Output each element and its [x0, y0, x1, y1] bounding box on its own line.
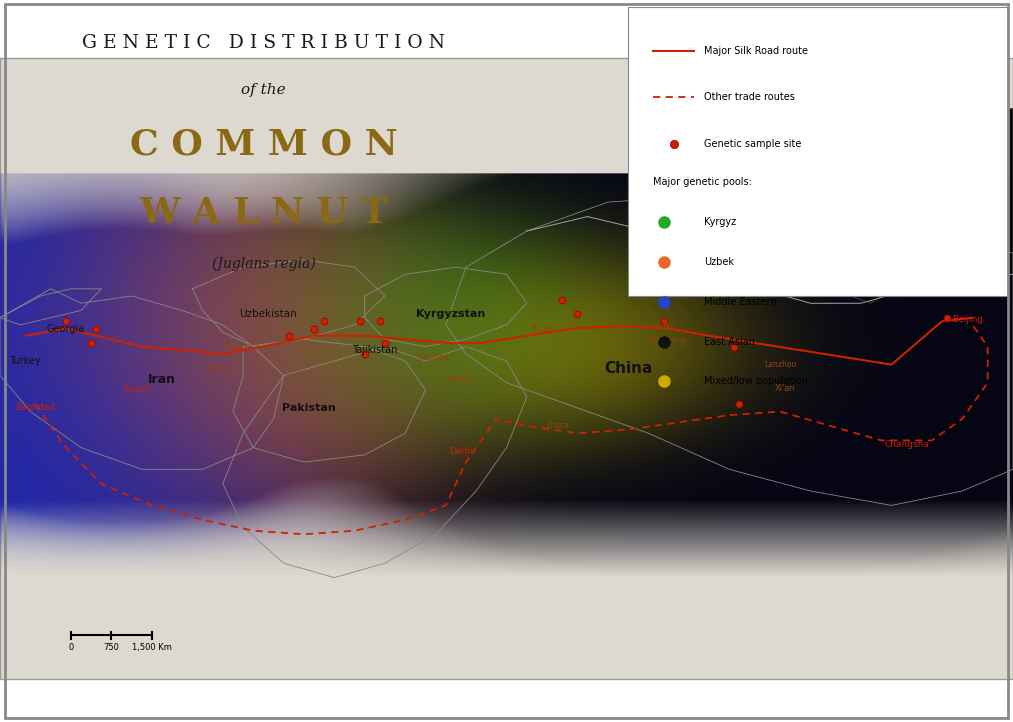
- Text: Tajikistan: Tajikistan: [353, 345, 397, 355]
- Text: Major Silk Road route: Major Silk Road route: [704, 45, 808, 56]
- Text: Turkey: Turkey: [9, 356, 42, 366]
- Text: 0: 0: [68, 643, 74, 652]
- Text: C O M M O N: C O M M O N: [130, 127, 397, 162]
- Text: (Juglans regia): (Juglans regia): [212, 256, 315, 271]
- FancyBboxPatch shape: [0, 58, 1013, 679]
- Text: Georgia: Georgia: [47, 323, 85, 334]
- Text: 1,500 Km: 1,500 Km: [132, 643, 172, 652]
- Polygon shape: [891, 108, 1013, 274]
- Text: Lanzhou: Lanzhou: [764, 360, 796, 369]
- Text: W A L N U T: W A L N U T: [139, 196, 388, 230]
- Text: Turfan: Turfan: [611, 324, 635, 333]
- Text: Bukhara: Bukhara: [226, 342, 260, 351]
- Text: Iran: Iran: [148, 373, 176, 386]
- Text: Uzbek: Uzbek: [704, 257, 734, 266]
- Text: Xi'an: Xi'an: [775, 384, 795, 393]
- Text: Delhi: Delhi: [449, 447, 473, 456]
- Text: Kyrgyzstan: Kyrgyzstan: [416, 309, 485, 319]
- Text: Lhasa: Lhasa: [546, 422, 568, 430]
- Text: of the: of the: [241, 83, 286, 97]
- Text: Other trade routes: Other trade routes: [704, 92, 795, 103]
- Polygon shape: [810, 108, 1013, 303]
- Text: Changsha: Changsha: [884, 440, 929, 448]
- Text: Mixed/low population: Mixed/low population: [704, 376, 808, 386]
- Text: Major genetic pools:: Major genetic pools:: [653, 177, 753, 187]
- Text: Hami: Hami: [653, 322, 674, 331]
- Text: Pakistan: Pakistan: [282, 403, 336, 413]
- Text: Dunhuang: Dunhuang: [646, 336, 687, 345]
- Text: 750: 750: [103, 643, 120, 652]
- Text: Kucha: Kucha: [531, 324, 553, 333]
- Text: Samark: Samark: [123, 386, 151, 394]
- Text: Kyrgyz: Kyrgyz: [704, 217, 736, 227]
- Text: Khotan: Khotan: [446, 375, 476, 383]
- Text: Beijing: Beijing: [952, 315, 983, 323]
- Text: China: China: [604, 361, 652, 375]
- Text: Baghdad: Baghdad: [15, 404, 56, 412]
- Text: East Asian: East Asian: [704, 336, 755, 347]
- Text: Kashgar: Kashgar: [418, 353, 453, 362]
- Text: Uzbekistan: Uzbekistan: [239, 309, 298, 319]
- Text: Middle Eastern: Middle Eastern: [704, 297, 777, 307]
- Text: Genetic sample site: Genetic sample site: [704, 139, 801, 149]
- Text: G E N E T I C   D I S T R I B U T I O N: G E N E T I C D I S T R I B U T I O N: [82, 35, 445, 52]
- FancyBboxPatch shape: [628, 7, 1008, 296]
- Text: Merv: Merv: [208, 364, 228, 373]
